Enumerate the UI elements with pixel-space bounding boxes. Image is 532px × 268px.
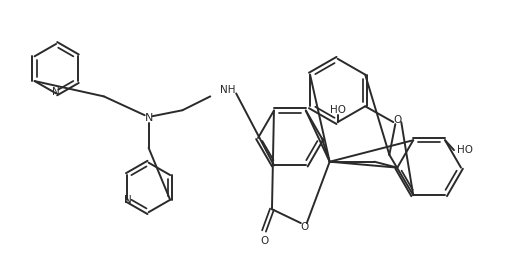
Text: N: N: [124, 195, 132, 205]
Text: HO: HO: [457, 145, 473, 155]
Text: O: O: [301, 222, 309, 232]
Text: HO: HO: [330, 105, 346, 115]
Text: O: O: [260, 236, 268, 246]
Text: NH: NH: [220, 85, 236, 95]
Text: N: N: [52, 87, 60, 98]
Text: O: O: [393, 115, 402, 125]
Text: N: N: [144, 113, 153, 123]
